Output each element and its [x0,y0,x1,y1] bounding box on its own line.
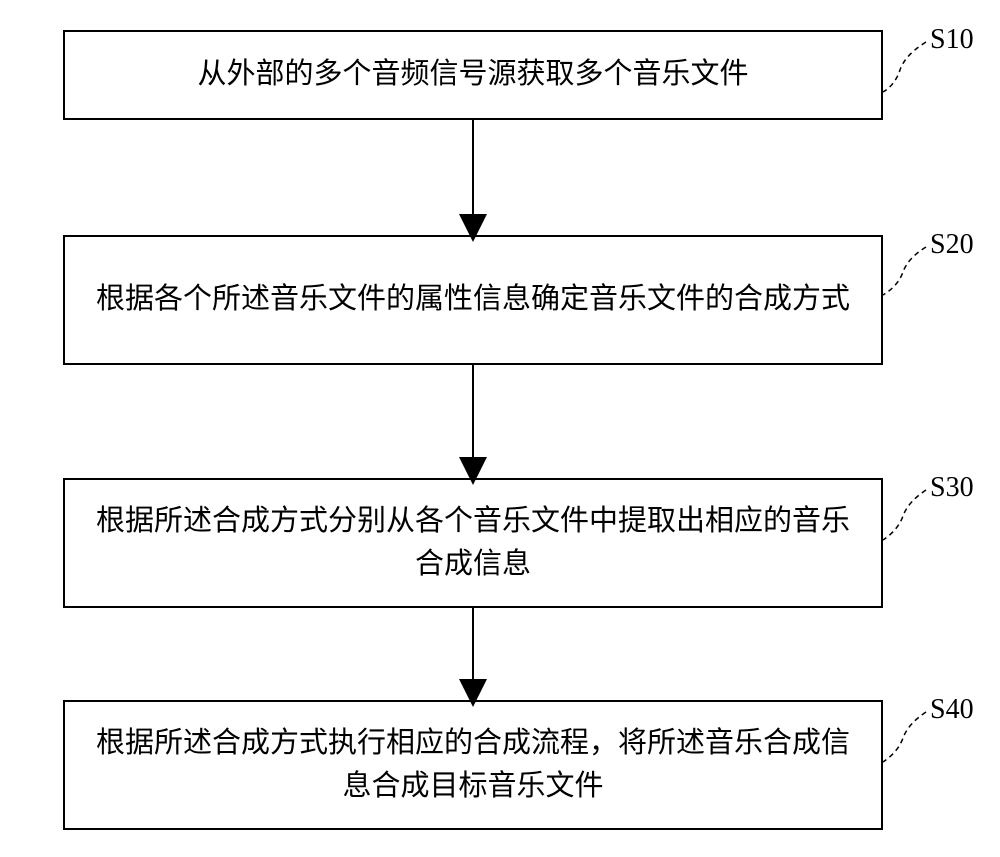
step-label-s30: S30 [930,472,974,504]
step-label-s40: S40 [930,694,974,726]
flow-node-s20: 根据各个所述音乐文件的属性信息确定音乐文件的合成方式 [63,235,883,365]
leader-s10 [883,42,926,92]
flow-node-s40: 根据所述合成方式执行相应的合成流程，将所述音乐合成信息合成目标音乐文件 [63,700,883,830]
flow-node-s10: 从外部的多个音频信号源获取多个音乐文件 [63,30,883,120]
leader-s40 [883,712,926,762]
flow-node-s30: 根据所述合成方式分别从各个音乐文件中提取出相应的音乐合成信息 [63,478,883,608]
step-label-s20: S20 [930,229,974,261]
flowchart-canvas: 从外部的多个音频信号源获取多个音乐文件 根据各个所述音乐文件的属性信息确定音乐文… [0,0,1000,857]
leader-s30 [883,490,926,540]
flow-node-text: 根据所述合成方式执行相应的合成流程，将所述音乐合成信息合成目标音乐文件 [85,722,861,809]
leader-s20 [883,247,926,295]
flow-node-text: 从外部的多个音频信号源获取多个音乐文件 [197,53,748,97]
flow-node-text: 根据所述合成方式分别从各个音乐文件中提取出相应的音乐合成信息 [85,500,861,587]
step-label-s10: S10 [930,24,974,56]
flow-node-text: 根据各个所述音乐文件的属性信息确定音乐文件的合成方式 [96,278,850,322]
